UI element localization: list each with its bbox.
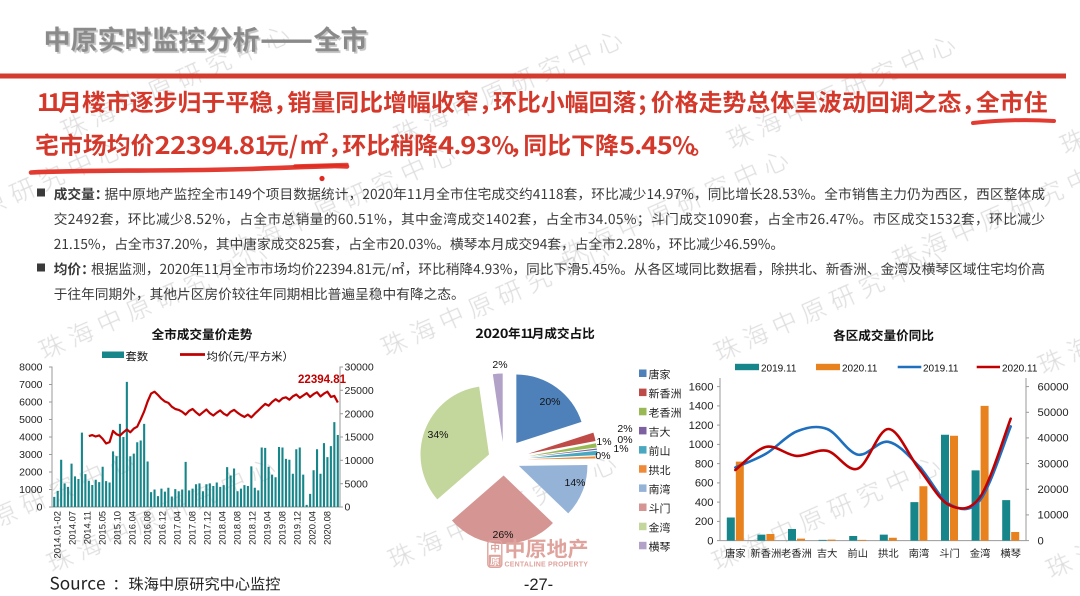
svg-text:0%: 0% xyxy=(617,434,632,446)
svg-text:2020.11: 2020.11 xyxy=(842,364,878,375)
svg-text:25000: 25000 xyxy=(345,385,374,397)
svg-text:2020.04: 2020.04 xyxy=(307,511,318,545)
svg-text:1%: 1% xyxy=(596,436,611,448)
svg-text:2%: 2% xyxy=(617,423,632,435)
svg-text:2020.08: 2020.08 xyxy=(322,511,333,545)
svg-text:5000: 5000 xyxy=(345,478,369,490)
svg-text:400: 400 xyxy=(695,497,714,509)
svg-text:2015.10: 2015.10 xyxy=(112,511,123,545)
svg-text:34%: 34% xyxy=(427,429,448,441)
svg-text:2016.08: 2016.08 xyxy=(142,511,153,545)
svg-text:10000: 10000 xyxy=(1038,510,1069,522)
svg-text:2019.08: 2019.08 xyxy=(277,511,288,545)
svg-text:1%: 1% xyxy=(613,443,628,455)
svg-text:0: 0 xyxy=(345,502,351,514)
svg-text:7000: 7000 xyxy=(19,379,43,391)
svg-text:5000: 5000 xyxy=(19,414,43,426)
svg-text:2017.12: 2017.12 xyxy=(202,511,213,545)
svg-text:2014.11: 2014.11 xyxy=(82,511,93,544)
svg-text:1400: 1400 xyxy=(689,401,714,413)
svg-text:0: 0 xyxy=(37,502,43,514)
svg-text:6000: 6000 xyxy=(19,397,43,409)
svg-text:26%: 26% xyxy=(492,529,513,541)
svg-text:2016.12: 2016.12 xyxy=(157,511,168,545)
svg-text:15000: 15000 xyxy=(345,432,374,444)
svg-text:20%: 20% xyxy=(539,396,560,408)
svg-text:200: 200 xyxy=(695,516,714,528)
svg-text:2019.04: 2019.04 xyxy=(262,511,273,545)
svg-text:2018.12: 2018.12 xyxy=(247,511,258,545)
svg-text:2020.11: 2020.11 xyxy=(1002,364,1038,375)
svg-text:0: 0 xyxy=(1038,535,1044,547)
svg-text:2017.08: 2017.08 xyxy=(187,511,198,545)
svg-text:600: 600 xyxy=(695,478,714,490)
svg-text:2000: 2000 xyxy=(19,467,43,479)
svg-text:0: 0 xyxy=(707,535,713,547)
svg-text:14%: 14% xyxy=(564,477,585,489)
svg-text:30000: 30000 xyxy=(1038,458,1069,470)
svg-text:CENTALINE PROPERTY: CENTALINE PROPERTY xyxy=(505,561,589,568)
svg-text:2019.11: 2019.11 xyxy=(761,364,797,375)
svg-text:2014.01-02: 2014.01-02 xyxy=(52,511,63,558)
svg-text:2017.04: 2017.04 xyxy=(172,511,183,545)
svg-text:0%: 0% xyxy=(595,450,610,462)
svg-text:30000: 30000 xyxy=(345,362,374,374)
svg-text:2018.04: 2018.04 xyxy=(217,511,228,545)
svg-text:1000: 1000 xyxy=(19,484,43,496)
svg-text:800: 800 xyxy=(695,458,714,470)
svg-text:40000: 40000 xyxy=(1038,433,1069,445)
svg-text:2016.04: 2016.04 xyxy=(127,511,138,545)
svg-text:3000: 3000 xyxy=(19,449,43,461)
svg-text:60000: 60000 xyxy=(1038,381,1069,393)
svg-text:2019.12: 2019.12 xyxy=(292,511,303,545)
svg-text:2015.05: 2015.05 xyxy=(97,511,108,545)
svg-text:2019.11: 2019.11 xyxy=(923,364,959,375)
svg-text:-27-: -27- xyxy=(524,576,553,594)
svg-text:50000: 50000 xyxy=(1038,407,1069,419)
svg-text:4000: 4000 xyxy=(19,432,43,444)
svg-text:2018.08: 2018.08 xyxy=(232,511,243,545)
svg-text:1200: 1200 xyxy=(689,420,714,432)
svg-text:8000: 8000 xyxy=(19,362,43,374)
svg-text:10000: 10000 xyxy=(345,455,374,467)
svg-text:22394.81: 22394.81 xyxy=(298,374,347,386)
svg-text:20000: 20000 xyxy=(345,408,374,420)
svg-text:20000: 20000 xyxy=(1038,484,1069,496)
svg-text:1600: 1600 xyxy=(689,381,714,393)
svg-text:1000: 1000 xyxy=(689,439,714,451)
svg-text:2014.07: 2014.07 xyxy=(67,511,78,545)
svg-text:2%: 2% xyxy=(492,359,507,371)
